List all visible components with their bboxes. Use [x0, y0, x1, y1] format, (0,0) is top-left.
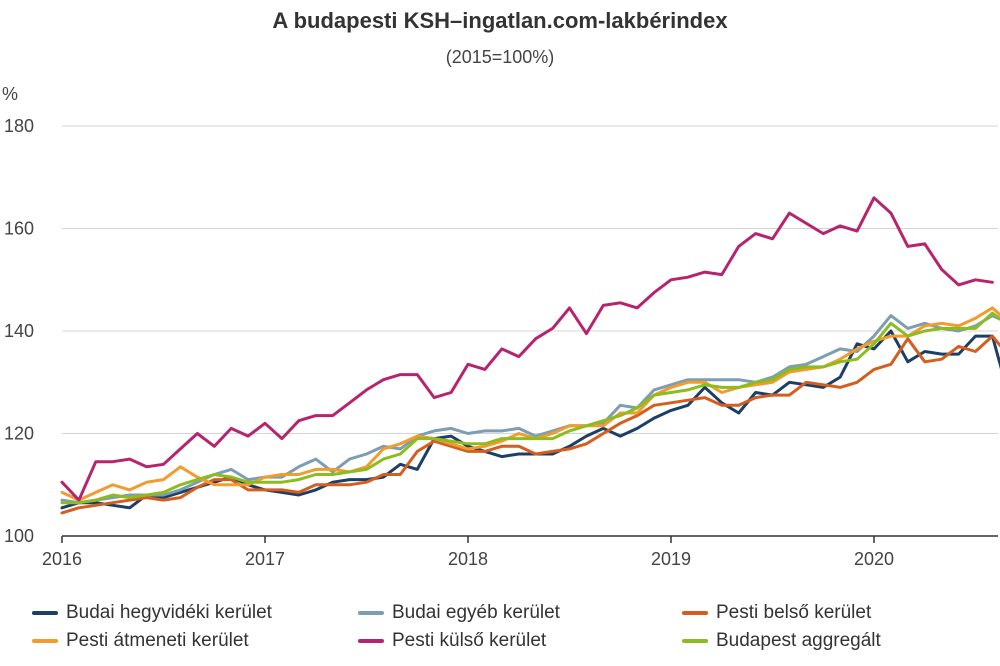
legend-label: Budapest aggregált — [716, 630, 881, 651]
legend-item: Budapest aggregált — [682, 630, 881, 652]
legend-swatch — [32, 639, 58, 643]
y-tick-label: 100 — [4, 526, 34, 546]
chart-title: A budapesti KSH–ingatlan.com-lakbérindex — [272, 8, 728, 33]
x-tick-label: 2020 — [854, 549, 894, 569]
legend-item: Pesti külső kerület — [358, 630, 546, 652]
line-chart: 100 120 140 160 180 2016 2017 2018 2019 2020 — [4, 116, 1000, 569]
legend-item: Budai egyéb kerület — [358, 602, 560, 624]
legend-swatch — [32, 611, 58, 615]
series-line-pesti-atmeneti-kerulet — [60, 306, 1000, 502]
y-tick-label: 120 — [4, 424, 34, 444]
legend-swatch — [358, 611, 384, 615]
series-line-pesti-kulso-kerulet — [60, 196, 994, 502]
legend-swatch — [358, 639, 384, 643]
legend-label: Budai egyéb kerület — [392, 602, 560, 623]
legend-item: Pesti átmeneti kerület — [32, 630, 249, 652]
legend-label: Pesti átmeneti kerület — [66, 630, 249, 651]
chart-legend: Budai hegyvidéki kerület Budai egyéb kerü… — [0, 596, 1000, 666]
y-axis-unit-label: % — [2, 84, 19, 104]
chart-subtitle: (2015=100%) — [445, 47, 555, 67]
x-tick-label: 2019 — [651, 549, 691, 569]
series-line-budapest-aggregalt — [60, 311, 1000, 505]
legend-label: Budai hegyvidéki kerület — [66, 602, 272, 623]
y-tick-label: 180 — [4, 116, 34, 136]
legend-item: Pesti belső kerület — [682, 602, 871, 624]
legend-label: Pesti belső kerület — [716, 602, 872, 623]
legend-swatch — [682, 611, 708, 615]
x-tick-label: 2018 — [448, 549, 488, 569]
legend-swatch — [682, 639, 708, 643]
x-tick-label: 2016 — [42, 549, 82, 569]
y-tick-label: 160 — [4, 219, 34, 239]
series-line-pesti-belso-kerulet — [60, 334, 1000, 515]
y-tick-label: 140 — [4, 321, 34, 341]
legend-item: Budai hegyvidéki kerület — [32, 602, 272, 624]
legend-label: Pesti külső kerület — [392, 630, 547, 651]
x-tick-label: 2017 — [245, 549, 285, 569]
